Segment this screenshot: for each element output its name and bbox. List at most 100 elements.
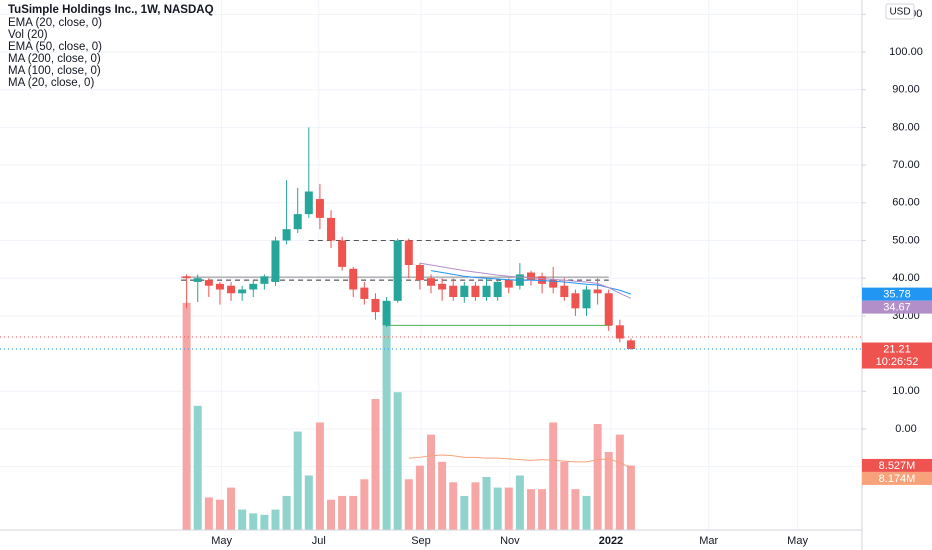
- legend: TuSimple Holdings Inc., 1W, NASDAQ EMA (…: [8, 4, 214, 89]
- candle-body: [338, 240, 347, 267]
- candle-body: [549, 280, 558, 288]
- candle-body: [271, 240, 280, 282]
- volume-bar: [193, 405, 202, 530]
- volume-bar: [393, 392, 402, 530]
- y-tick-label: 60.00: [892, 197, 920, 209]
- volume-bar: [304, 475, 313, 530]
- indicator-label: MA (20, close, 0): [8, 77, 94, 89]
- volume-bar: [215, 499, 224, 530]
- volume-bar: [282, 495, 291, 530]
- volume-bar: [482, 477, 491, 530]
- volume-bar: [315, 422, 324, 530]
- indicator-label: MA (100, close, 0): [8, 65, 101, 77]
- x-tick-label: May: [211, 535, 232, 547]
- candle-body: [415, 265, 424, 281]
- volume-value: 8.527M: [879, 460, 916, 472]
- y-tick-label: 10.00: [892, 385, 920, 397]
- volume-bar: [438, 461, 447, 530]
- candle-body: [438, 283, 447, 290]
- volume-bar: [338, 495, 347, 530]
- currency: USD: [889, 7, 910, 18]
- volume-bar: [460, 495, 469, 530]
- indicator-label: Vol (20): [8, 29, 48, 41]
- chart-title: TuSimple Holdings Inc., 1W, NASDAQ: [8, 4, 214, 16]
- volume-bar: [549, 422, 558, 530]
- candle-body: [593, 289, 602, 294]
- last-price: 21.21: [883, 343, 911, 355]
- y-tick-label: 90.00: [892, 84, 920, 96]
- volume-bar: [526, 489, 535, 530]
- candle-body: [293, 214, 302, 230]
- volume-bar: [538, 489, 547, 530]
- candle-body: [349, 268, 358, 290]
- volume-bar: [415, 465, 424, 530]
- candle-body: [449, 285, 458, 298]
- indicator-label: MA (200, close, 0): [8, 53, 101, 65]
- ma-value: 34.67: [883, 302, 911, 314]
- volume-bar: [626, 465, 635, 530]
- x-tick-label: Mar: [699, 535, 718, 547]
- ma-value-badge: [862, 300, 932, 314]
- last-price-badge: [862, 342, 932, 369]
- volume-bar: [371, 399, 380, 530]
- x-tick-label: Sep: [411, 535, 431, 547]
- volume-bar: [471, 482, 480, 530]
- candle-body: [360, 287, 369, 299]
- indicator-label: EMA (50, close, 0): [8, 41, 102, 53]
- volume-bar: [427, 434, 435, 530]
- candle-body: [626, 340, 635, 350]
- y-tick-label: 40.00: [892, 272, 920, 284]
- volume-bar: [504, 487, 513, 530]
- currency-badge[interactable]: [885, 3, 915, 20]
- candle-body: [604, 293, 613, 326]
- candle-body: [482, 285, 491, 298]
- volume-value-badge: [862, 458, 932, 472]
- candle-body: [204, 280, 213, 286]
- volume-ma-line: [408, 454, 632, 469]
- y-tick-label: 70.00: [892, 159, 920, 171]
- candle-body: [371, 298, 380, 313]
- candle-body: [238, 289, 247, 294]
- candle-body: [182, 276, 191, 279]
- volume-ma-value: 8.174M: [879, 473, 916, 485]
- candle-body: [404, 240, 413, 265]
- volume-bar: [593, 424, 602, 530]
- candle-body: [427, 278, 435, 286]
- x-tick-label: Nov: [500, 535, 520, 547]
- indicator-label: EMA (20, close, 0): [8, 17, 102, 29]
- x-tick-label: 2022: [599, 535, 623, 547]
- candle-body: [526, 272, 535, 281]
- ma-value-badge: [862, 287, 932, 301]
- candle-body: [315, 199, 324, 218]
- ma-line: [419, 262, 632, 299]
- ma-value: 35.78: [883, 289, 911, 301]
- volume-bar: [293, 431, 302, 530]
- candle-body: [282, 229, 291, 241]
- volume-bar: [260, 514, 269, 530]
- candle-body: [215, 283, 224, 290]
- price-axis: -10.000.0010.0030.0040.0050.0060.0070.00…: [211, 8, 932, 547]
- candle-body: [615, 325, 624, 339]
- candle-body: [493, 281, 502, 298]
- volume-bar: [182, 302, 191, 530]
- volume-bar: [227, 487, 236, 530]
- candle-body: [560, 285, 569, 298]
- plot: [0, 127, 862, 530]
- last-price-countdown: 10:26:52: [876, 356, 919, 368]
- volume-bar: [382, 322, 391, 530]
- volume-bar: [571, 489, 580, 530]
- volume-bar: [204, 497, 213, 530]
- volume-bar: [271, 509, 280, 530]
- volume-bar: [404, 479, 413, 530]
- volume-bar: [560, 461, 569, 530]
- candle-body: [471, 285, 480, 298]
- volume-bar: [615, 434, 624, 530]
- volume-bar: [249, 513, 258, 530]
- volume-bar: [493, 487, 502, 530]
- y-tick-label: 0.00: [895, 423, 916, 435]
- candle-body: [460, 285, 469, 298]
- volume-bar: [349, 495, 358, 530]
